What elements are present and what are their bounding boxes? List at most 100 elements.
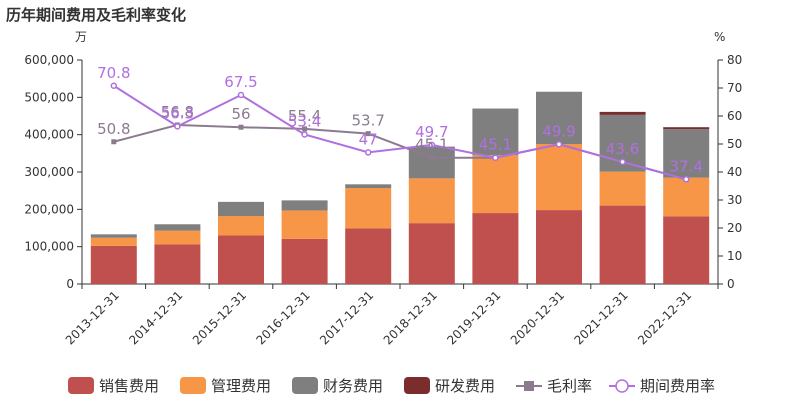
x-tick-label: 2014-12-31 — [126, 288, 185, 347]
x-tick-label: 2019-12-31 — [444, 288, 503, 347]
series-marker — [365, 131, 371, 137]
x-tick-label: 2017-12-31 — [317, 288, 376, 347]
data-label: 50.8 — [97, 120, 130, 138]
bar-segment — [472, 108, 519, 156]
data-label: 67.5 — [224, 73, 257, 91]
legend-swatch — [292, 377, 318, 394]
bar-segment — [663, 177, 710, 217]
series-marker — [301, 131, 308, 138]
legend-swatch — [180, 377, 206, 394]
legend-label: 财务费用 — [323, 377, 383, 395]
x-tick-label: 2013-12-31 — [63, 288, 122, 347]
bar-segment — [90, 237, 137, 246]
legend-label: 期间费用率 — [640, 377, 715, 395]
bar-segment — [408, 178, 455, 224]
series-marker — [302, 126, 308, 132]
bar-segment — [536, 210, 582, 284]
bar-segment — [345, 184, 392, 189]
data-label: 49.9 — [542, 122, 575, 140]
x-tick-label: 2018-12-31 — [381, 288, 440, 347]
bar-segment — [472, 155, 519, 214]
right-tick-label: 20 — [727, 221, 742, 235]
right-tick-label: 60 — [727, 109, 742, 123]
x-tick-label: 2015-12-31 — [190, 288, 249, 347]
right-tick-label: 80 — [727, 53, 742, 67]
bar-segment — [281, 238, 328, 284]
data-label: 37.4 — [669, 157, 702, 175]
data-label: 49.7 — [415, 123, 448, 141]
series-line — [113, 84, 687, 181]
series-marker — [237, 91, 245, 99]
legend-swatch-marker — [524, 381, 534, 391]
bar-segment — [90, 234, 137, 238]
left-tick-label: 400,000 — [24, 128, 74, 142]
bar-segment — [472, 213, 519, 284]
bar-segment — [90, 245, 137, 284]
bar-segment — [154, 230, 201, 245]
left-tick-label: 300,000 — [24, 165, 74, 179]
right-tick-label: 10 — [727, 249, 742, 263]
bar-segment — [599, 205, 646, 284]
left-tick-label: 100,000 — [24, 240, 74, 254]
left-tick-label: 500,000 — [24, 90, 74, 104]
bar-segment — [218, 235, 264, 284]
bar-segment — [536, 91, 582, 144]
data-label: 47 — [359, 130, 378, 148]
data-label: 45.1 — [479, 136, 512, 154]
data-label: 56.8 — [161, 103, 194, 121]
bar-segment — [599, 111, 646, 115]
data-label: 56.3 — [161, 104, 194, 122]
series-marker — [428, 141, 436, 149]
bar-segment — [218, 201, 264, 217]
series-marker — [364, 149, 372, 156]
legend-label: 销售费用 — [99, 377, 159, 395]
legend-label: 管理费用 — [211, 377, 271, 395]
right-tick-label: 40 — [727, 165, 742, 179]
right-tick-label: 70 — [727, 81, 742, 95]
x-tick-label: 2020-12-31 — [508, 288, 567, 347]
data-label: 53.4 — [288, 112, 321, 130]
data-label: 56 — [231, 105, 250, 123]
legend: 销售费用 管理费用 财务费用 研发费用 毛利率 期间费用率 — [68, 377, 715, 395]
series-marker — [238, 124, 244, 130]
series-marker — [429, 155, 435, 161]
data-labels-group: 50.8 56.8 56 55.4 53.7 45.1 45.1 49.9 43.6 37.4 70… — [97, 64, 703, 176]
left-tick-label: 200,000 — [24, 202, 74, 216]
bar-segment — [281, 210, 328, 239]
series-marker — [619, 158, 626, 166]
data-label: 45.1 — [479, 136, 512, 154]
data-label: 45.1 — [415, 136, 448, 154]
chart-title: 历年期间费用及毛利率变化 — [6, 6, 187, 24]
right-axis-unit: % — [714, 30, 725, 44]
bar-segment — [599, 171, 646, 206]
bar-segment — [345, 188, 392, 229]
bar-segment — [408, 223, 455, 284]
left-tick-label: 600,000 — [24, 53, 74, 67]
bar-segment — [663, 129, 710, 178]
right-tick-label: 30 — [727, 193, 742, 207]
bar-segment — [154, 224, 201, 231]
lines-group — [110, 82, 690, 183]
bar-segment — [281, 200, 328, 211]
series-marker — [555, 141, 563, 148]
legend-label: 毛利率 — [547, 377, 592, 395]
x-tick-label: 2016-12-31 — [254, 288, 313, 347]
legend-label: 研发费用 — [435, 377, 495, 395]
data-label: 43.6 — [606, 140, 639, 158]
bar-segment — [663, 216, 710, 284]
series-marker — [110, 82, 118, 90]
series-marker — [174, 123, 181, 130]
series-marker — [111, 139, 117, 145]
left-axis-unit: 万 — [75, 30, 87, 44]
legend-swatch — [404, 377, 430, 394]
series-marker — [682, 176, 690, 183]
right-tick-label: 0 — [727, 277, 735, 291]
legend-swatch-marker — [615, 379, 629, 393]
bar-segment — [345, 228, 392, 284]
series-marker — [492, 154, 499, 161]
right-tick-label: 50 — [727, 137, 742, 151]
bar-segment — [154, 244, 201, 284]
x-tick-label: 2022-12-31 — [635, 288, 694, 347]
data-label: 70.8 — [97, 64, 130, 82]
